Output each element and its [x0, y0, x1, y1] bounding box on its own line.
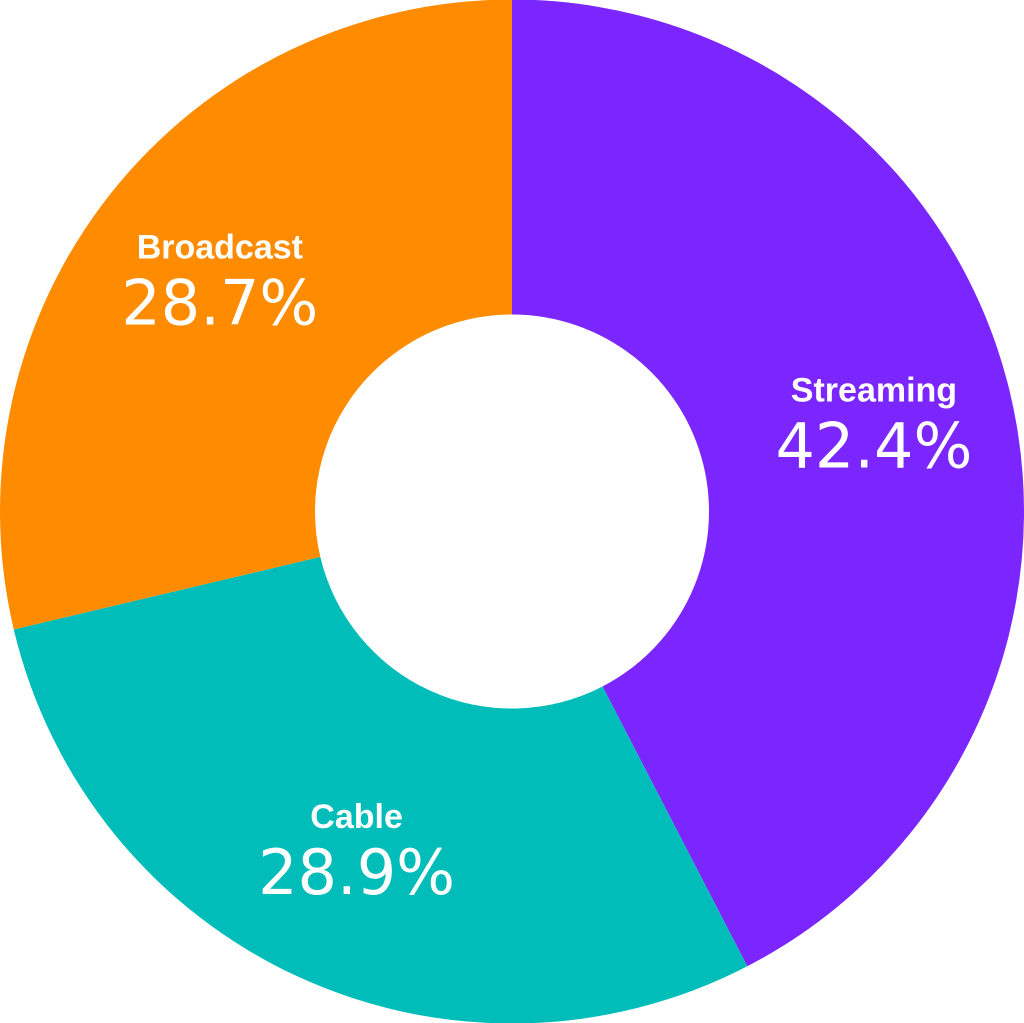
- slice-cable: [13, 556, 748, 1023]
- slice-label-cable: Cable: [310, 798, 403, 836]
- slice-label-streaming: Streaming: [791, 371, 957, 409]
- slice-value-broadcast: 28.7%: [121, 266, 318, 339]
- slice-broadcast: [0, 0, 512, 630]
- slice-value-streaming: 42.4%: [775, 409, 972, 482]
- slice-value-cable: 28.9%: [258, 836, 455, 909]
- slice-label-broadcast: Broadcast: [137, 228, 303, 266]
- slice-streaming: [512, 0, 1024, 967]
